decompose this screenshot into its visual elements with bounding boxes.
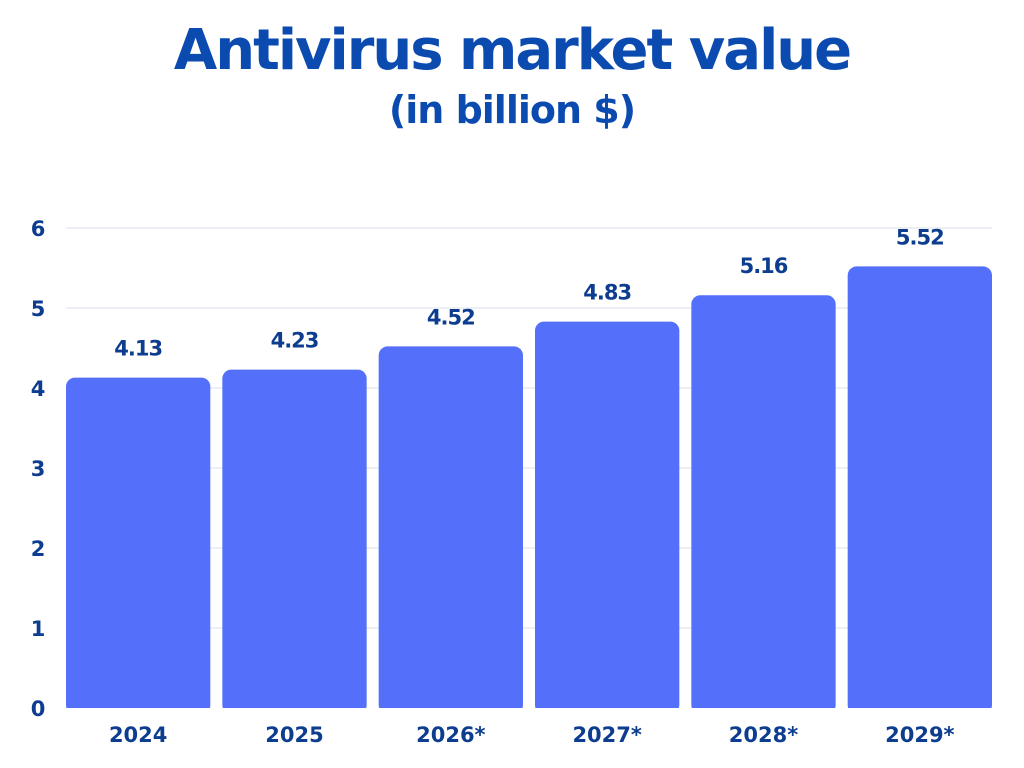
y-tick-label: 0 (31, 697, 46, 721)
x-tick-label: 2025 (265, 723, 323, 747)
x-tick-label: 2027* (572, 723, 641, 747)
data-label: 5.16 (740, 254, 788, 278)
bar-2024 (66, 377, 211, 708)
data-label: 4.52 (427, 305, 475, 329)
y-tick-label: 3 (31, 457, 46, 481)
y-tick-label: 1 (31, 617, 46, 641)
chart-subtitle: (in billion $) (388, 88, 636, 132)
y-tick-label: 6 (31, 217, 46, 241)
x-tick-label: 2026* (416, 723, 485, 747)
data-label: 5.52 (896, 225, 944, 249)
bar-2026* (378, 346, 523, 708)
bar-2025 (222, 369, 367, 708)
y-tick-label: 5 (31, 297, 46, 321)
x-tick-label: 2028* (729, 723, 798, 747)
data-label: 4.83 (583, 281, 631, 305)
bar-2029* (847, 266, 992, 708)
data-label: 4.23 (271, 329, 319, 353)
chart-title: Antivirus market value (173, 18, 852, 83)
y-tick-label: 2 (31, 537, 46, 561)
data-label: 4.13 (114, 337, 162, 361)
bar-2027* (535, 321, 680, 708)
x-tick-label: 2024 (109, 723, 167, 747)
bar-2028* (691, 295, 836, 708)
x-tick-label: 2029* (885, 723, 954, 747)
y-tick-label: 4 (31, 377, 46, 401)
